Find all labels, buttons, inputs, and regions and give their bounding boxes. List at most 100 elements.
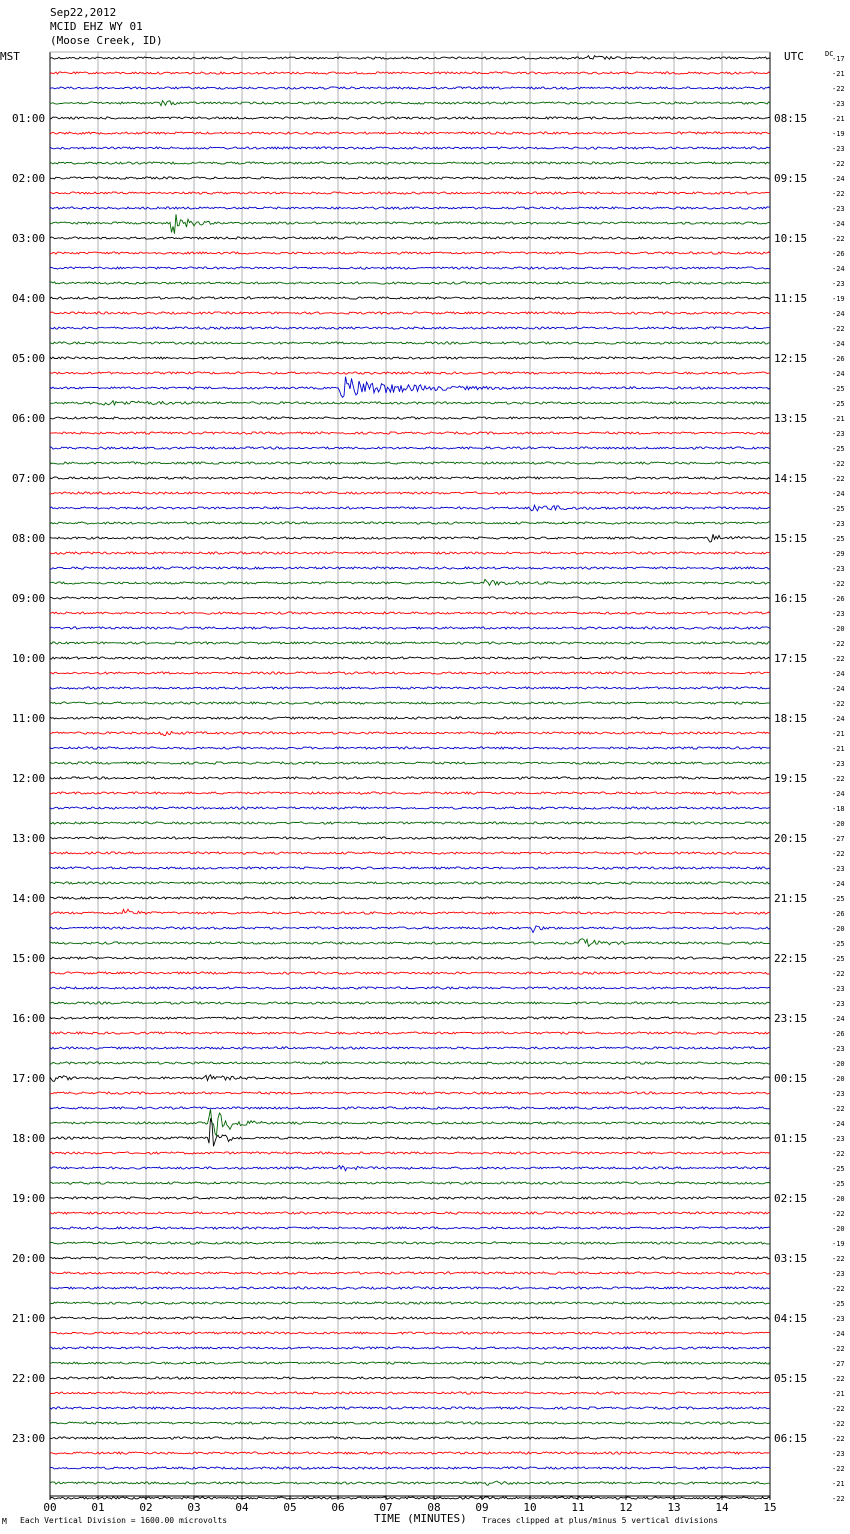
trace-row [49,1301,771,1305]
header-station: MCID EHZ WY 01 [50,20,143,33]
dc-offset-label: -23 [832,985,845,993]
dc-offset-label: -25 [832,955,845,963]
dc-offset-label: -23 [832,100,845,108]
left-time-label: 13:00 [12,832,45,845]
right-time-label: 15:15 [774,532,807,545]
x-tick-label: 01 [91,1501,104,1514]
trace-row [49,1496,771,1500]
dc-offset-label: -18 [832,805,845,813]
left-time-label: 02:00 [12,172,45,185]
trace-row [49,446,771,450]
dc-offset-label: -23 [832,430,845,438]
right-time-label: 11:15 [774,292,807,305]
left-time-label: 12:00 [12,772,45,785]
dc-offset-labels: -17 -21 -22 -23 -21 -19 -23 -22 -24 -22 -23 -24 -22 -… [832,55,845,1503]
trace-row [49,896,771,900]
header-location: (Moose Creek, ID) [50,34,163,47]
trace-row [49,1046,770,1050]
dc-offset-label: -23 [832,520,845,528]
right-time-label: 21:15 [774,892,807,905]
trace-row [50,1436,771,1440]
dc-offset-label: -23 [832,1135,845,1143]
trace-row [49,1346,771,1350]
trace-row [49,551,771,555]
x-tick-label: 06 [331,1501,344,1514]
right-time-label: 01:15 [774,1132,807,1145]
header-date: Sep22,2012 [50,6,116,19]
trace-row [49,161,771,165]
dc-offset-label: -22 [832,1255,845,1263]
x-tick-label: 00 [43,1501,56,1514]
trace-row [49,1376,771,1380]
trace-row [49,596,771,600]
trace-row [50,566,771,570]
dc-offset-label: -26 [832,595,845,603]
dc-offset-label: -24 [832,490,845,498]
dc-offset-label: -24 [832,670,845,678]
trace-row [49,821,771,825]
right-time-label: 08:15 [774,112,807,125]
trace-row [49,686,771,690]
trace-row [49,251,771,255]
trace-row [49,1361,771,1365]
dc-offset-label: -20 [832,1225,845,1233]
trace-row [49,701,771,705]
dc-offset-label: -23 [832,865,845,873]
left-time-label: 10:00 [12,652,45,665]
dc-offset-label: -24 [832,880,845,888]
trace-row [49,791,771,795]
dc-offset-label: -22 [832,1210,845,1218]
dc-offset-label: -25 [832,400,845,408]
dc-offset-label: -22 [832,1420,845,1428]
trace-row [49,836,771,840]
trace-row [49,206,770,210]
trace-row [49,1480,770,1486]
dc-offset-label: -23 [832,1090,845,1098]
trace-row [49,641,771,645]
trace-row [49,376,771,399]
dc-offset-label: -23 [832,1450,845,1458]
dc-offset-label: -22 [832,1435,845,1443]
trace-row [49,399,771,407]
grid [49,51,771,1497]
x-tick-label: 10 [523,1501,536,1514]
dc-offset-label: -25 [832,895,845,903]
trace-row [49,341,771,345]
left-zone-label: MST [0,50,20,63]
right-time-label: 06:15 [774,1432,807,1445]
left-time-label: 01:00 [12,112,45,125]
dc-offset-label: -21 [832,70,845,78]
dc-offset-label: -22 [832,1405,845,1413]
trace-row [49,746,771,750]
dc-offset-label: -24 [832,1330,845,1338]
dc-offset-label: -25 [832,505,845,513]
dc-offset-label: -21 [832,415,845,423]
trace-row [49,1151,771,1155]
x-tick-label: 02 [139,1501,152,1514]
left-time-label: 11:00 [12,712,45,725]
trace-row [49,1196,771,1200]
dc-offset-label: -22 [832,1105,845,1113]
trace-row [49,866,771,870]
dc-offset-label: -22 [832,1495,845,1503]
dc-offset-label: -23 [832,1270,845,1278]
dc-offset-label: -26 [832,250,845,258]
x-tick-label: 07 [379,1501,392,1514]
trace-row [49,578,771,587]
dc-offset-label: -23 [832,205,845,213]
dc-offset-label: -23 [832,1000,845,1008]
trace-row [49,311,771,315]
left-time-label: 18:00 [12,1132,45,1145]
trace-row [49,296,771,300]
trace-row [49,116,771,120]
right-time-label: 19:15 [774,772,807,785]
trace-row [49,776,771,780]
time-labels: 01:00 02:00 03:00 04:00 05:00 06:00 07:00 08:00… [12,112,807,1445]
dc-offset-label: -20 [832,1075,845,1083]
dc-offset-label: -20 [832,925,845,933]
trace-row [49,71,771,75]
trace-row [49,671,771,675]
dc-offset-label: -24 [832,220,845,228]
trace-row [49,521,770,525]
dc-offset-label: -23 [832,1045,845,1053]
